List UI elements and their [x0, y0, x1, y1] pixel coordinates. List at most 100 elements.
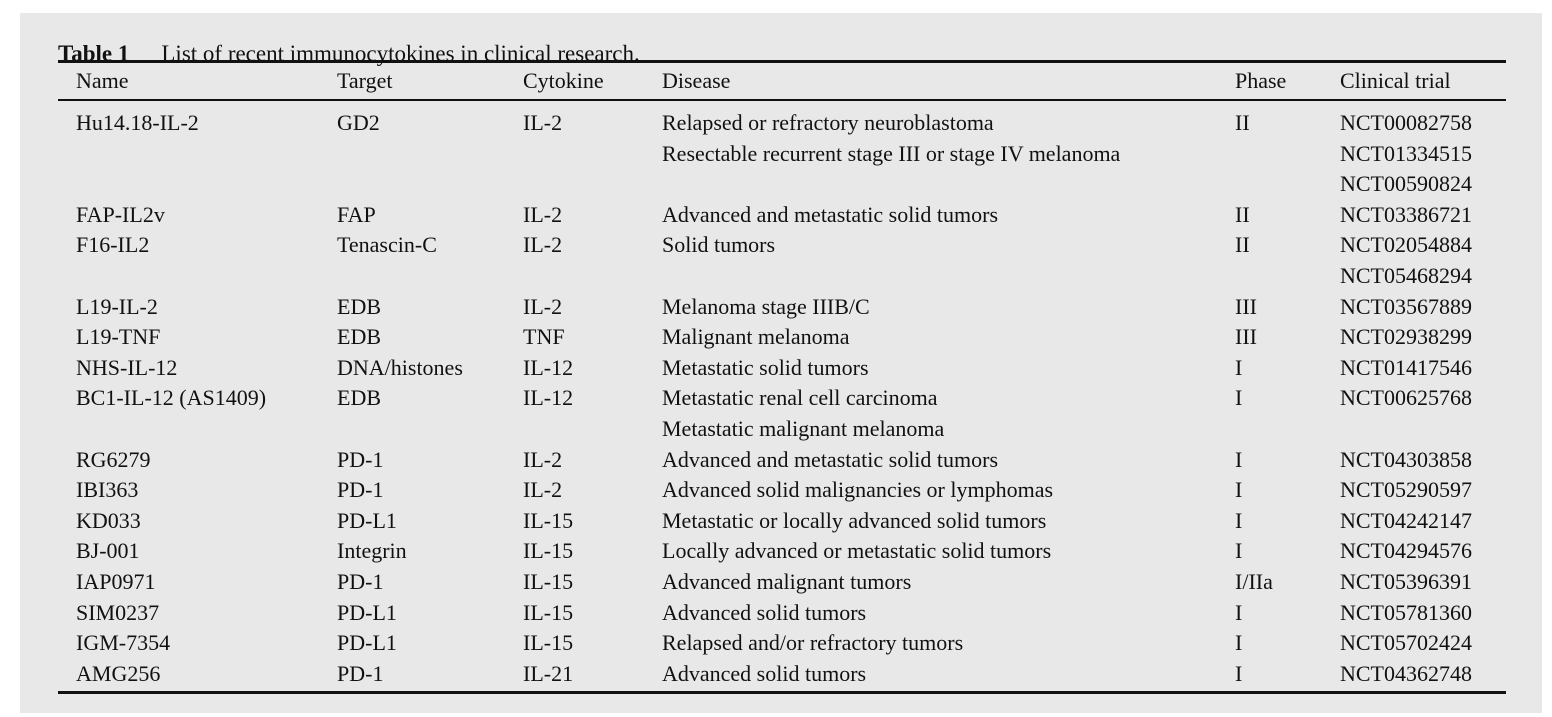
cytokine-cell: IL-2	[523, 232, 563, 258]
cytokine-cell: IL-2	[523, 446, 563, 472]
clinical-trial-cell: NCT05468294	[1340, 263, 1472, 288]
disease-cell: Melanoma stage IIIB/C	[662, 293, 870, 319]
clinical-trial-cell: NCT05290597	[1340, 477, 1472, 503]
name-cell: SIM0237	[76, 599, 160, 625]
clinical-trial-cell: NCT04362748	[1340, 660, 1472, 686]
target-cell: DNA/histones	[337, 354, 463, 380]
target-cell: FAP	[337, 201, 376, 227]
target-cell: Tenascin-C	[337, 232, 437, 258]
disease-cell: Advanced solid tumors	[662, 599, 867, 625]
column-header-disease: Disease	[662, 68, 731, 93]
target-cell: PD-1	[337, 569, 384, 594]
name-cell: BC1-IL-12 (AS1409)	[76, 385, 267, 411]
name-cell: IGM-7354	[76, 630, 171, 656]
phase-cell: I	[1235, 630, 1243, 656]
cytokine-cell: IL-15	[523, 569, 574, 594]
target-cell: GD2	[337, 110, 380, 135]
disease-cell: Metastatic renal cell carcinoma	[662, 385, 938, 411]
target-cell: PD-1	[337, 446, 384, 472]
clinical-trial-cell: NCT01334515	[1340, 140, 1472, 166]
cytokine-cell: IL-12	[523, 385, 574, 411]
name-cell: L19-IL-2	[76, 293, 158, 319]
disease-cell: Advanced and metastatic solid tumors	[662, 201, 999, 227]
clinical-trial-cell: NCT05781360	[1340, 599, 1472, 625]
phase-cell: I	[1235, 538, 1243, 564]
phase-cell: I	[1235, 599, 1243, 625]
disease-cell: Metastatic or locally advanced solid tum…	[662, 507, 1047, 533]
name-cell: RG6279	[76, 446, 151, 472]
clinical-trial-cell: NCT04303858	[1340, 446, 1472, 472]
name-cell: IBI363	[76, 477, 139, 503]
column-header-phase: Phase	[1235, 68, 1287, 93]
disease-cell: Advanced solid tumors	[662, 660, 867, 686]
table-panel: Table 1 List of recent immunocytokines in…	[20, 13, 1542, 713]
table-top-rule	[58, 60, 1506, 63]
cytokine-cell: IL-21	[523, 660, 574, 686]
cytokine-cell: IL-12	[523, 354, 574, 380]
target-cell: PD-L1	[337, 630, 397, 656]
cytokine-cell: IL-15	[523, 599, 574, 625]
disease-cell: Solid tumors	[662, 232, 776, 258]
column-header-name: Name	[76, 68, 129, 93]
phase-cell: III	[1235, 293, 1257, 319]
column-header-cytokine: Cytokine	[523, 68, 604, 93]
disease-cell: Malignant melanoma	[662, 324, 850, 350]
name-cell: Hu14.18-IL-2	[76, 110, 199, 135]
disease-cell: Resectable recurrent stage III or stage …	[662, 140, 1121, 166]
phase-cell: II	[1235, 232, 1250, 258]
name-cell: F16-IL2	[76, 232, 150, 258]
target-cell: PD-L1	[337, 507, 397, 533]
target-cell: PD-1	[337, 477, 384, 503]
disease-cell: Advanced and metastatic solid tumors	[662, 446, 999, 472]
name-cell: KD033	[76, 507, 141, 533]
disease-cell: Metastatic solid tumors	[662, 354, 869, 380]
name-cell: IAP0971	[76, 569, 156, 594]
target-cell: PD-L1	[337, 599, 397, 625]
name-cell: L19-TNF	[76, 324, 161, 350]
phase-cell: I/IIa	[1235, 569, 1273, 594]
column-header-clinical-trial: Clinical trial	[1340, 68, 1451, 93]
name-cell: NHS-IL-12	[76, 354, 178, 380]
phase-cell: II	[1235, 201, 1250, 227]
name-cell: BJ-001	[76, 538, 140, 564]
clinical-trial-cell: NCT02054884	[1340, 232, 1472, 258]
clinical-trial-cell: NCT04242147	[1340, 507, 1472, 533]
target-cell: PD-1	[337, 660, 384, 686]
phase-cell: III	[1235, 324, 1257, 350]
cytokine-cell: IL-2	[523, 201, 563, 227]
disease-cell: Advanced malignant tumors	[662, 569, 912, 594]
clinical-trial-cell: NCT03567889	[1340, 293, 1472, 319]
name-cell: AMG256	[76, 660, 161, 686]
clinical-trial-cell: NCT05396391	[1340, 569, 1472, 594]
cytokine-cell: IL-2	[523, 110, 563, 135]
cytokine-cell: IL-15	[523, 630, 574, 656]
disease-cell: Metastatic malignant melanoma	[662, 416, 945, 441]
name-cell: FAP-IL2v	[76, 201, 165, 227]
table-bottom-rule	[58, 691, 1506, 694]
disease-cell: Relapsed or refractory neuroblastoma	[662, 110, 994, 135]
target-cell: Integrin	[337, 538, 407, 564]
disease-cell: Relapsed and/or refractory tumors	[662, 630, 964, 656]
column-header-target: Target	[337, 68, 393, 93]
cytokine-cell: IL-15	[523, 507, 574, 533]
target-cell: EDB	[337, 293, 381, 319]
clinical-trial-cell: NCT03386721	[1340, 201, 1472, 227]
cytokine-cell: IL-2	[523, 293, 563, 319]
clinical-trial-cell: NCT01417546	[1340, 354, 1472, 380]
phase-cell: I	[1235, 660, 1243, 686]
disease-cell: Locally advanced or metastatic solid tum…	[662, 538, 1052, 564]
clinical-trial-cell: NCT02938299	[1340, 324, 1472, 350]
clinical-trial-cell: NCT04294576	[1340, 538, 1472, 564]
clinical-trial-cell: NCT00625768	[1340, 385, 1472, 411]
cytokine-cell: TNF	[523, 324, 565, 350]
phase-cell: I	[1235, 507, 1243, 533]
phase-cell: I	[1235, 354, 1243, 380]
phase-cell: I	[1235, 385, 1243, 411]
cytokine-cell: IL-2	[523, 477, 563, 503]
table-caption: Table 1 List of recent immunocytokines in…	[58, 39, 640, 69]
target-cell: EDB	[337, 385, 381, 411]
target-cell: EDB	[337, 324, 381, 350]
disease-cell: Advanced solid malignancies or lymphomas	[662, 477, 1054, 503]
clinical-trial-cell: NCT05702424	[1340, 630, 1472, 656]
phase-cell: I	[1235, 477, 1243, 503]
